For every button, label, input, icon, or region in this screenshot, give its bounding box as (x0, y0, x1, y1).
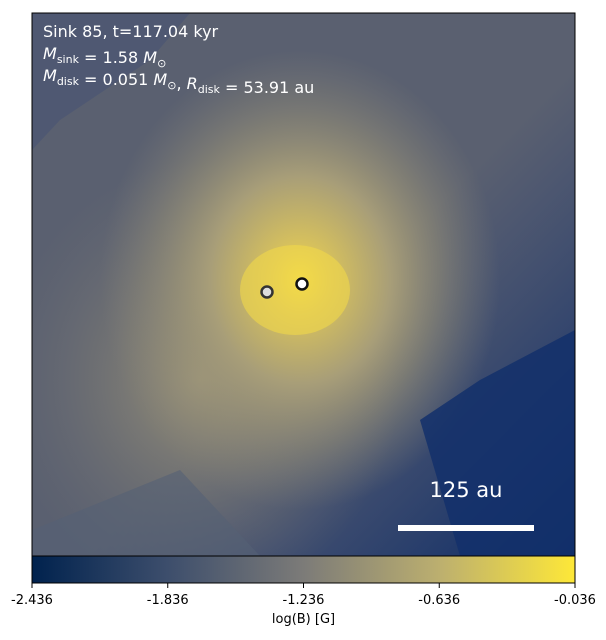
annotation-text: R (187, 74, 198, 93)
sink-marker (295, 277, 309, 291)
tick-label: -2.436 (11, 593, 53, 608)
annotation-text: = 1.58 (79, 48, 143, 67)
annotation: Sink 85, t=117.04 kyr (43, 22, 219, 41)
tick-label: -0.636 (418, 593, 460, 608)
annotation-text: M (43, 66, 57, 85)
colorbar (31, 555, 576, 584)
annotation-text: M (153, 70, 167, 89)
scale-bar-label: 125 au (430, 478, 503, 502)
annotation-text: , (176, 74, 186, 93)
scale-bar (398, 525, 534, 531)
annotation-text: = 0.051 (79, 70, 153, 89)
tick-label: -1.236 (283, 593, 325, 608)
subscript: disk (198, 83, 221, 96)
colorbar-label: log(B) [G] (272, 612, 335, 627)
subscript: ⊙ (157, 57, 166, 70)
annotation: Mdisk = 0.051 M⊙, Rdisk = 53.91 au (43, 66, 314, 97)
annotation-text: M (143, 48, 157, 67)
subscript: disk (57, 75, 80, 88)
annotation-text: Sink 85, t=117.04 kyr (43, 22, 219, 41)
subscript: ⊙ (167, 79, 176, 92)
tick-label: -0.036 (554, 593, 596, 608)
annotation-text: M (43, 44, 57, 63)
annotation: Msink = 1.58 M⊙ (43, 44, 166, 70)
tick-label: -1.836 (147, 593, 189, 608)
field-map (32, 13, 575, 556)
annotation-text: = 53.91 au (220, 78, 314, 97)
sink-marker (260, 285, 274, 299)
subscript: sink (57, 53, 80, 66)
